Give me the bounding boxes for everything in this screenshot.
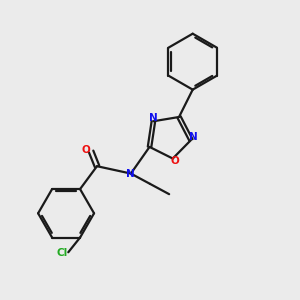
Text: O: O	[81, 145, 90, 155]
Text: N: N	[189, 131, 198, 142]
Text: Cl: Cl	[56, 248, 68, 258]
Text: N: N	[127, 169, 135, 179]
Text: O: O	[171, 157, 179, 166]
Text: N: N	[149, 113, 158, 123]
